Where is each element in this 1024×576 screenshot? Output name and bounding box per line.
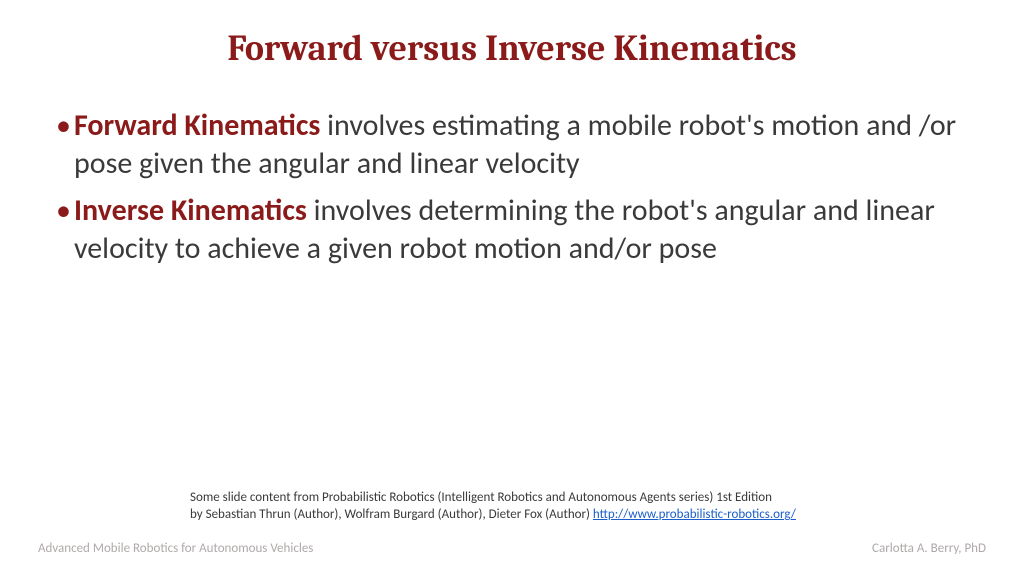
citation-block: Some slide content from Probabilistic Ro… xyxy=(190,490,964,524)
citation-line: by Sebastian Thrun (Author), Wolfram Bur… xyxy=(190,507,964,524)
list-item: Forward Kinematics involves estimating a… xyxy=(56,107,976,184)
list-item: Inverse Kinematics involves determining … xyxy=(56,192,976,269)
footer-left: Advanced Mobile Robotics for Autonomous … xyxy=(38,541,313,556)
bullet-term: Forward Kinematics xyxy=(74,107,320,144)
slide-footer: Advanced Mobile Robotics for Autonomous … xyxy=(38,541,986,556)
citation-link[interactable]: http://www.probabilistic-robotics.org/ xyxy=(593,507,796,522)
bullet-list: Forward Kinematics involves estimating a… xyxy=(56,107,976,269)
bullet-term: Inverse Kinematics xyxy=(74,192,307,229)
slide-content: Forward Kinematics involves estimating a… xyxy=(0,89,1024,269)
footer-right: Carlotta A. Berry, PhD xyxy=(872,541,986,556)
citation-authors: by Sebastian Thrun (Author), Wolfram Bur… xyxy=(190,507,593,522)
citation-line: Some slide content from Probabilistic Ro… xyxy=(190,490,964,507)
slide-title: Forward versus Inverse Kinematics xyxy=(0,0,1024,89)
